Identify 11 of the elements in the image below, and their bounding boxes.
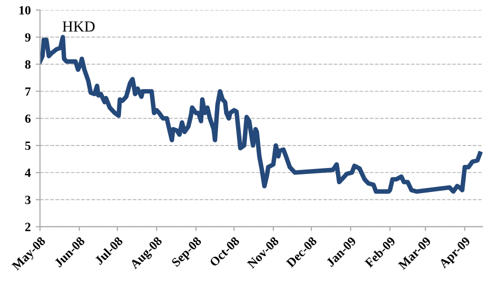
y-tick-label: 10 [19,6,30,15]
y-tick-label: 9 [25,33,31,42]
y-tick-label: 2 [25,222,30,232]
y-tick-label: 8 [25,60,31,69]
y-tick-label: 6 [25,114,31,123]
y-tick-label: 7 [25,87,31,96]
y-tick-label: 3 [25,196,31,204]
line-series [40,34,482,194]
annotation: HKD [62,21,95,32]
y-tick-label: 5 [25,142,31,150]
y-tick-label: 4 [24,168,31,177]
